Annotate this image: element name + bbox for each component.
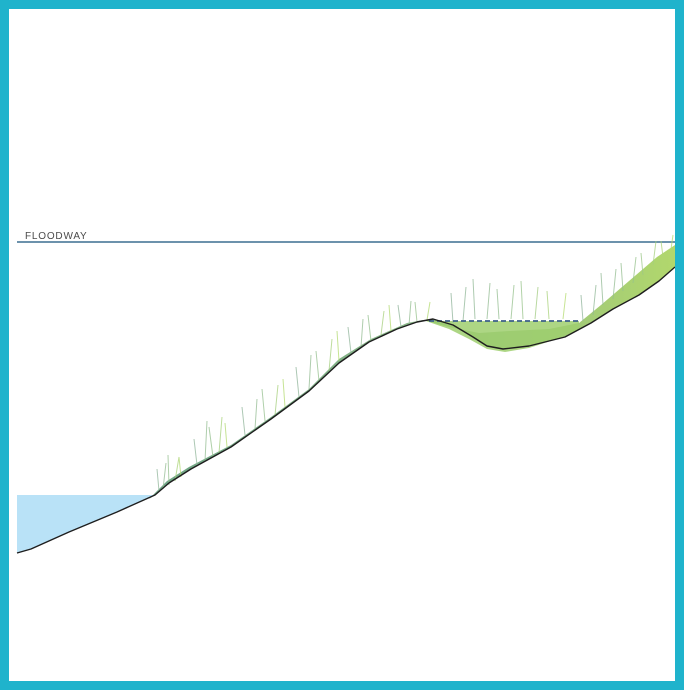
floodplain-cross-section — [16, 234, 675, 554]
vegetation-band — [149, 245, 675, 499]
floodway-label: FLOODWAY — [25, 231, 88, 242]
wetland-depression — [423, 320, 579, 352]
river-water — [17, 495, 155, 553]
grass-tufts — [156, 234, 674, 492]
ground-profile-line — [16, 266, 675, 554]
